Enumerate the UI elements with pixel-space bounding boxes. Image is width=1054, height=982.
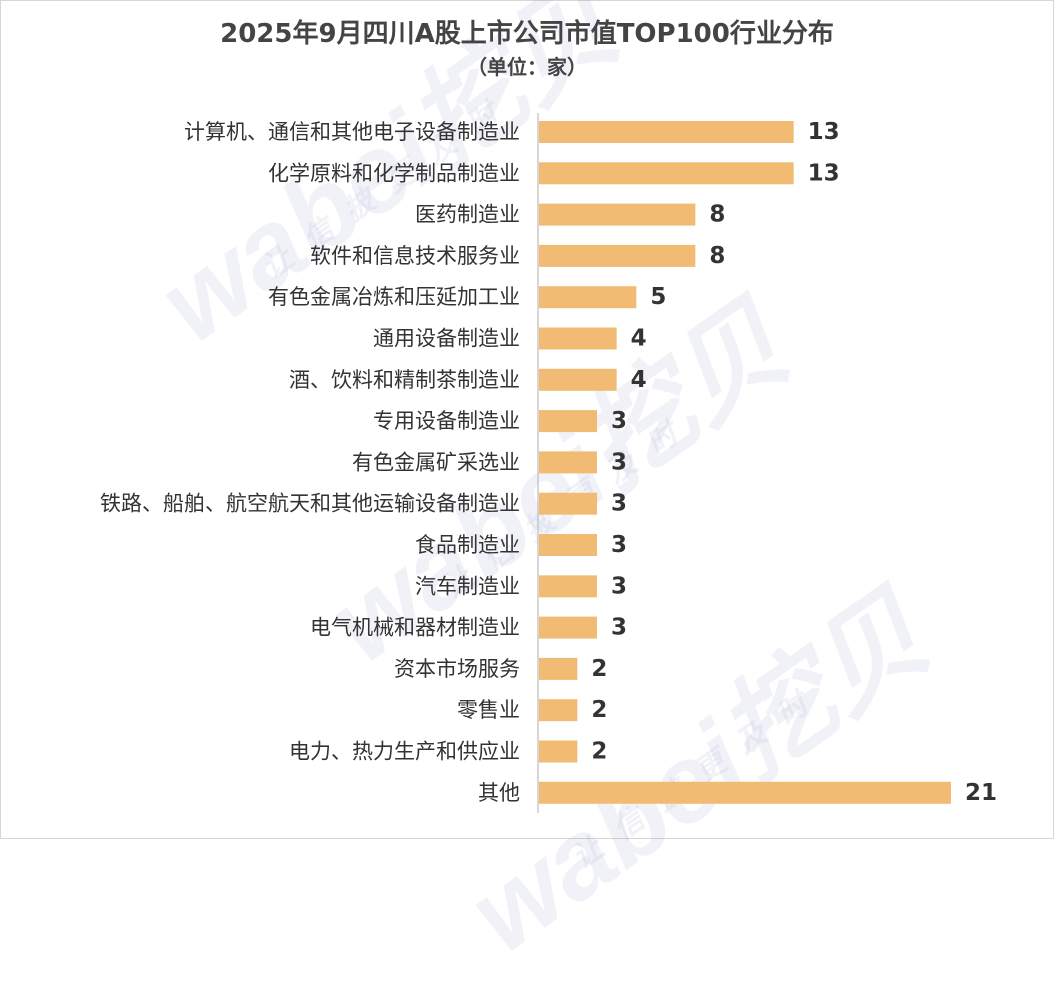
category-label: 有色金属矿采选业	[352, 450, 520, 474]
category-label: 医药制造业	[415, 203, 520, 227]
bar-row: 汽车制造业 3	[415, 573, 627, 599]
category-label: 汽车制造业	[415, 574, 520, 598]
bar-row: 其他 21	[478, 780, 997, 806]
bar-value-label: 13	[808, 160, 840, 186]
bar-value-label: 2	[591, 697, 607, 723]
bar	[539, 327, 617, 350]
bar	[539, 699, 578, 722]
bar-row: 有色金属冶炼和压延加工业 5	[268, 284, 666, 310]
bar	[539, 162, 794, 185]
bar-value-label: 21	[965, 780, 997, 806]
bar-value-label: 3	[611, 532, 627, 558]
bar-value-label: 4	[631, 326, 647, 352]
bar-row: 化学原料和化学制品制造业 13	[268, 160, 840, 186]
category-label: 酒、饮料和精制茶制造业	[289, 368, 520, 392]
bar-value-label: 2	[591, 739, 607, 765]
bar-value-label: 3	[611, 615, 627, 641]
bar	[539, 740, 578, 763]
category-label: 食品制造业	[415, 533, 520, 557]
bar-value-label: 3	[611, 573, 627, 599]
bar-value-label: 3	[611, 449, 627, 475]
bar-row: 医药制造业 8	[415, 202, 725, 228]
category-label: 计算机、通信和其他电子设备制造业	[184, 120, 520, 144]
bar	[539, 368, 617, 391]
bar-row: 食品制造业 3	[415, 532, 627, 558]
category-label: 专用设备制造业	[373, 409, 520, 433]
bar-row: 计算机、通信和其他电子设备制造业 13	[184, 119, 840, 145]
bar	[539, 203, 696, 226]
bar-row: 专用设备制造业 3	[373, 408, 627, 434]
bar	[539, 781, 951, 804]
category-label: 化学原料和化学制品制造业	[268, 161, 520, 185]
bar-row: 软件和信息技术服务业 8	[310, 243, 725, 269]
bar-value-label: 3	[611, 408, 627, 434]
bar	[539, 121, 794, 143]
chart-title: 2025年9月四川A股上市公司市值TOP100行业分布	[220, 19, 834, 49]
bar-row: 电力、热力生产和供应业 2	[289, 739, 607, 765]
bar-value-label: 4	[631, 367, 647, 393]
category-label: 其他	[478, 781, 520, 805]
category-label: 零售业	[457, 698, 520, 722]
bar-row: 有色金属矿采选业 3	[352, 449, 627, 475]
bar-row: 资本市场服务 2	[394, 656, 607, 682]
bar-value-label: 8	[709, 202, 725, 228]
category-label: 通用设备制造业	[373, 327, 520, 351]
bar	[539, 492, 597, 515]
bar	[539, 575, 597, 598]
bar	[539, 286, 637, 309]
category-label: 资本市场服务	[394, 657, 520, 681]
bar-row: 零售业 2	[457, 697, 607, 723]
bar-row: 铁路、船舶、航空航天和其他运输设备制造业 3	[100, 491, 627, 517]
category-label: 软件和信息技术服务业	[310, 244, 520, 268]
category-label: 铁路、船舶、航空航天和其他运输设备制造业	[100, 492, 520, 516]
bar	[539, 410, 597, 433]
bar	[539, 616, 597, 639]
bar	[539, 657, 578, 680]
bar	[539, 534, 597, 556]
category-label: 有色金属冶炼和压延加工业	[268, 285, 520, 309]
bar-value-label: 3	[611, 491, 627, 517]
bar-row: 电气机械和器材制造业 3	[310, 615, 627, 641]
category-label: 电力、热力生产和供应业	[289, 740, 520, 764]
bar-value-label: 2	[591, 656, 607, 682]
bar-value-label: 5	[650, 284, 666, 310]
bar	[539, 244, 696, 267]
bar-value-label: 13	[808, 119, 840, 145]
category-label: 电气机械和器材制造业	[310, 616, 520, 640]
bar	[539, 451, 597, 474]
chart-subtitle: （单位：家）	[467, 55, 587, 79]
bar-value-label: 8	[709, 243, 725, 269]
bar-row: 酒、饮料和精制茶制造业 4	[289, 367, 647, 393]
bar-row: 通用设备制造业 4	[373, 326, 647, 352]
